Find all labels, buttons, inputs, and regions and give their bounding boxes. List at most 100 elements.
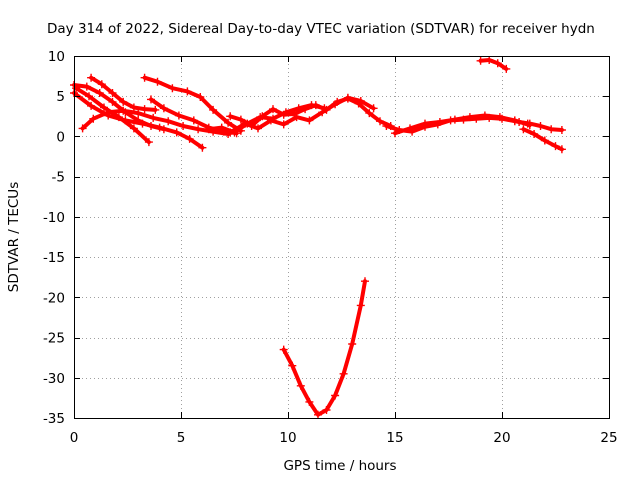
data-point [536, 122, 545, 130]
data-point [450, 115, 459, 124]
series-trace [478, 58, 509, 71]
data-point [530, 130, 539, 138]
data-point [476, 56, 485, 65]
data-point [230, 128, 239, 137]
data-point [269, 114, 277, 123]
y-tick-label: 0 [56, 129, 65, 145]
data-point [305, 397, 314, 406]
y-tick-label: -10 [43, 210, 65, 226]
y-tick-label: 5 [56, 89, 65, 105]
data-point [236, 115, 245, 124]
data-point [279, 120, 288, 129]
data-point [121, 116, 130, 125]
data-point [89, 114, 98, 123]
data-point [168, 84, 177, 93]
data-point [361, 277, 369, 286]
series-arc-13 [391, 111, 534, 138]
data-point [174, 111, 183, 120]
series-trace [206, 103, 327, 135]
data-point [502, 64, 511, 73]
x-tick-label: 15 [386, 430, 403, 446]
data-point [269, 105, 277, 114]
data-point [134, 109, 143, 118]
data-point [85, 92, 93, 101]
data-point [305, 116, 314, 125]
data-point [525, 119, 534, 128]
data-point [204, 125, 213, 134]
series-arc-9 [226, 93, 378, 137]
x-tick-label: 25 [600, 430, 617, 446]
plot-frame [74, 56, 610, 419]
data-point [320, 104, 329, 113]
data-point [314, 410, 322, 419]
data-point [147, 95, 155, 104]
data-point [138, 119, 147, 128]
data-point [140, 105, 149, 114]
y-tick-label: -35 [43, 411, 65, 427]
data-point [435, 118, 444, 126]
data-point [196, 93, 205, 101]
data-point [421, 119, 429, 128]
data-point [179, 122, 188, 130]
x-tick-label: 0 [70, 430, 79, 446]
series-trace [393, 113, 532, 136]
data-point [382, 122, 391, 130]
series-arc-16 [519, 125, 566, 154]
series-arc-5 [87, 73, 160, 114]
data-point [144, 138, 153, 147]
data-point [296, 381, 305, 390]
data-point [356, 301, 365, 310]
data-point [485, 56, 494, 64]
data-point [406, 124, 414, 133]
data-point [108, 97, 117, 106]
y-tick-label: -30 [43, 371, 65, 387]
series-arc-11 [279, 277, 369, 419]
data-point [343, 93, 352, 102]
data-point [159, 104, 168, 113]
data-point [140, 73, 149, 82]
data-point [72, 84, 81, 93]
y-tick-label: -20 [43, 290, 65, 306]
data-point [376, 117, 384, 126]
x-tick-label: 5 [177, 430, 186, 446]
series-trace [142, 75, 243, 133]
data-point [551, 142, 560, 151]
data-point [129, 103, 138, 112]
data-point [557, 145, 566, 154]
data-point [172, 128, 181, 137]
series-arc-4 [78, 106, 233, 138]
data-point [194, 125, 203, 134]
data-point [185, 134, 194, 143]
data-point [95, 89, 104, 97]
data-point [119, 97, 128, 106]
data-point [547, 125, 556, 134]
data-point [153, 77, 162, 86]
y-tick-label: 10 [48, 49, 65, 65]
data-point [256, 113, 265, 122]
data-point [97, 80, 106, 89]
data-point [331, 100, 340, 109]
data-point [100, 103, 108, 112]
data-point [198, 143, 207, 152]
data-point [151, 105, 160, 114]
data-point [226, 112, 235, 121]
data-point [391, 129, 399, 138]
data-point [183, 87, 192, 96]
x-tick-label: 20 [493, 430, 510, 446]
data-point [465, 113, 474, 122]
data-point [540, 136, 549, 145]
data-point [519, 125, 528, 134]
data-point [307, 101, 316, 110]
data-point [149, 113, 158, 122]
data-point [155, 123, 164, 132]
data-point [288, 361, 297, 370]
data-point [104, 108, 113, 117]
series-arc-6 [140, 73, 245, 135]
series-arc-10 [204, 101, 329, 137]
y-tick-label: -15 [43, 250, 65, 266]
data-point [279, 345, 288, 354]
axis-ticks: 0 5 10 15 20 25 -35 -30 -25 -20 -15 -10 -5 0 5 10 [43, 49, 618, 446]
chart-title: Day 314 of 2022, Sidereal Day-to-day VTE… [47, 21, 595, 37]
data-point [189, 116, 198, 125]
